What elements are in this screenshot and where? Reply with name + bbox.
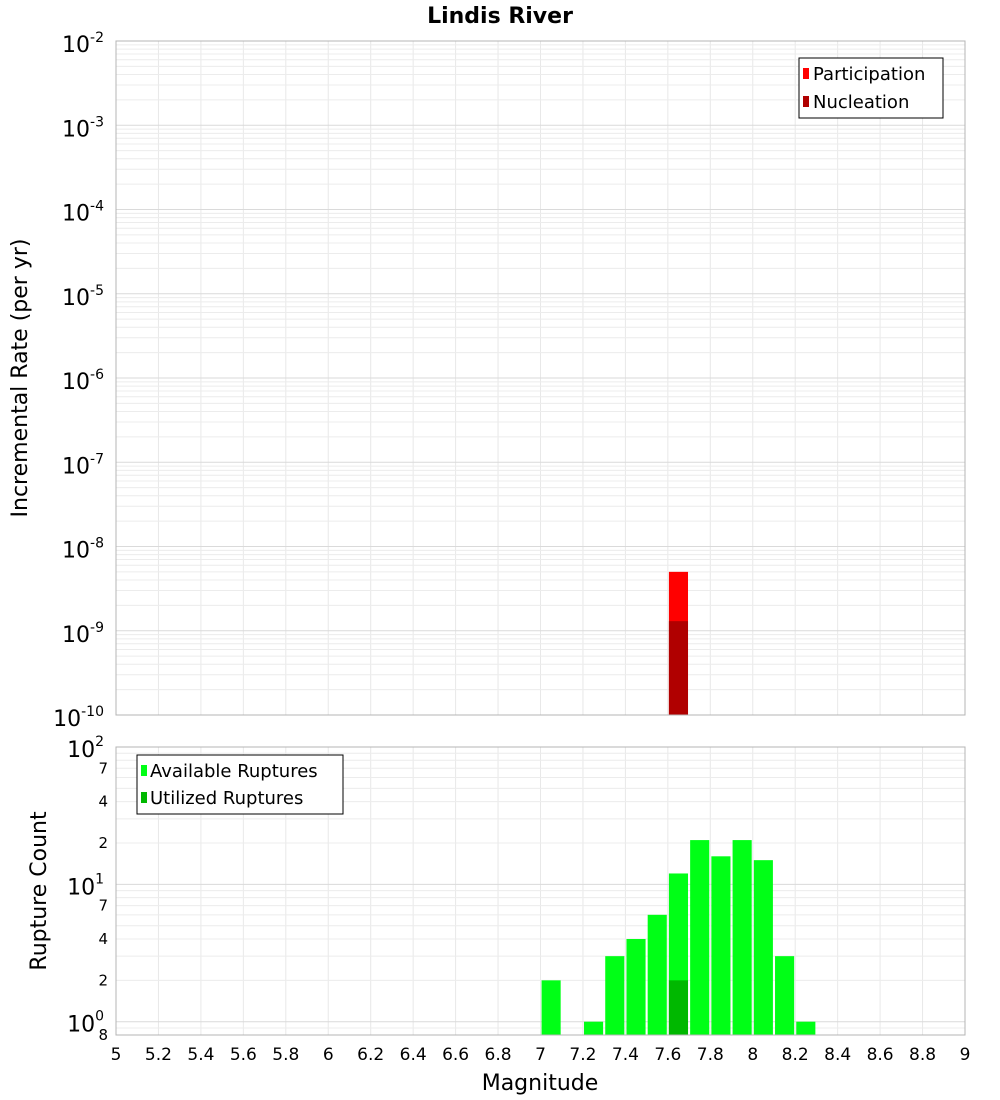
count-legend: Available Ruptures Utilized Ruptures [136,754,344,815]
rate-y-tick-label: 10-5 [62,283,104,311]
x-tick-label: 7 [535,1045,546,1065]
count-legend-box [136,754,344,815]
x-tick-label: 6.8 [485,1045,512,1065]
x-tick-label: 9 [960,1045,971,1065]
rate-bars [668,571,689,715]
count-bar-s1 [690,840,710,1035]
rate-y-tick-label: 10-6 [62,367,104,395]
x-ticks: 5 5.2 5.4 5.6 5.8 6 6.2 6.4 6.6 6.8 7 7.2 7.4 7.6 7.8 8… [111,1045,971,1065]
x-tick-label: 7.4 [612,1045,639,1065]
legend-label-available: Available Ruptures [150,761,318,782]
rate-plot-frame [115,40,966,716]
count-y-tick-label: 4 [98,793,108,811]
rate-y-tick-label: 10-8 [62,536,104,564]
rate-y-tick-label: 10-2 [62,30,104,58]
x-tick-label: 8 [747,1045,758,1065]
count-y-tick-label: 4 [98,930,108,948]
count-y-tick-label: 2 [98,834,108,852]
rate-grid [115,41,966,716]
count-y-tick-label: 102 [67,734,104,763]
x-tick-label: 7.8 [697,1045,724,1065]
count-bar-s1 [753,860,773,1035]
count-bar-s2 [668,980,689,1035]
count-bar-s1 [605,956,625,1035]
count-y-tick-label: 2 [98,971,108,989]
rate-y-tick-label: 10-3 [62,114,104,142]
count-bar-s1 [541,980,561,1035]
count-bar-s1 [647,914,667,1035]
x-tick-label: 6 [323,1045,334,1065]
count-bars [541,840,816,1035]
rate-y-tick-label: 10-7 [62,451,104,479]
x-tick-label: 7.2 [569,1045,596,1065]
x-tick-label: 6.4 [400,1045,427,1065]
x-tick-label: 5.8 [272,1045,299,1065]
rate-legend-box [798,57,944,119]
rate-bar-s2 [668,621,689,715]
legend-swatch-available [141,765,147,776]
count-y-tick-label: 8 [98,1026,108,1044]
rate-y-tick-label: 10-9 [62,620,104,648]
x-tick-label: 5.4 [187,1045,214,1065]
legend-swatch-utilized [141,792,147,803]
rate-legend: Participation Nucleation [798,57,944,119]
count-bar-s1 [796,1021,816,1035]
count-y-tick-label: 101 [67,871,104,900]
rate-y-tick-label: 10-10 [53,704,104,732]
count-bar-s1 [775,956,795,1035]
x-tick-label: 8.8 [909,1045,936,1065]
rate-y-tick-label: 10-4 [62,199,104,227]
legend-label-nucleation: Nucleation [813,92,909,113]
x-tick-label: 8.6 [867,1045,894,1065]
legend-swatch-nucleation [803,96,809,107]
legend-label-utilized: Utilized Ruptures [150,788,303,809]
count-y-axis-label: Rupture Count [27,811,52,971]
count-y-tick-label: 100 [67,1009,104,1038]
count-bar-s1 [626,939,646,1035]
x-tick-label: 8.4 [824,1045,851,1065]
x-axis-label: Magnitude [482,1071,599,1096]
count-y-tick-label: 7 [98,897,108,915]
x-tick-label: 6.6 [442,1045,469,1065]
x-tick-label: 6.2 [357,1045,384,1065]
count-plot-frame [115,746,966,1036]
rate-panel: 10-2 10-3 10-4 10-5 10-6 10-7 10-8 10-9 10-10 In… [8,30,966,732]
count-bar-s1 [711,856,731,1035]
chart-title: Lindis River [427,4,573,29]
x-tick-label: 5.6 [230,1045,257,1065]
x-tick-label: 5 [111,1045,122,1065]
x-tick-label: 8.2 [782,1045,809,1065]
count-bar-s1 [584,1021,604,1035]
count-bar-s1 [732,840,752,1035]
legend-label-participation: Participation [813,64,925,85]
count-y-tick-label: 7 [98,759,108,777]
legend-swatch-participation [803,68,809,79]
x-tick-label: 7.6 [654,1045,681,1065]
rate-y-ticks: 10-2 10-3 10-4 10-5 10-6 10-7 10-8 10-9 10-10 [53,30,104,732]
x-tick-label: 5.2 [145,1045,172,1065]
rate-y-axis-label: Incremental Rate (per yr) [8,239,33,518]
